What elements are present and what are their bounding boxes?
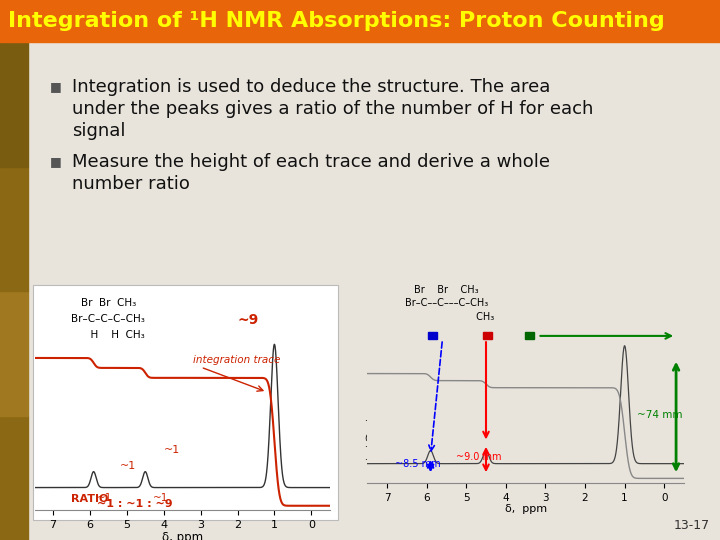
Text: ~1: ~1 (153, 493, 168, 503)
Text: signal: signal (72, 122, 125, 140)
Text: H    H  CH₃: H H CH₃ (71, 329, 145, 340)
Text: ~9: ~9 (238, 313, 258, 327)
Bar (483, 332, 492, 339)
Text: ~8.5 mm: ~8.5 mm (395, 459, 441, 469)
Text: 13-17: 13-17 (674, 519, 710, 532)
Text: Integration of ¹H NMR Absorptions: Proton Counting: Integration of ¹H NMR Absorptions: Proto… (8, 11, 665, 31)
Text: Br–C–C–C–CH₃: Br–C–C–C–CH₃ (71, 314, 145, 323)
Text: ~1: ~1 (97, 493, 112, 503)
Bar (0, 0, 720, 42)
Text: RATIO: RATIO (71, 494, 109, 504)
Text: The Peak Ratios are 8.5 : 9.0 : 74  (milli- in'll-meters): The Peak Ratios are 8.5 : 9.0 : 74 (mill… (365, 420, 604, 429)
Bar (525, 332, 534, 339)
Text: (divide all by 8.5): (divide all by 8.5) (365, 433, 444, 442)
Text: Br–C––C–––C–CH₃: Br–C––C–––C–CH₃ (405, 299, 488, 308)
Text: ~1 : ~1 : ~9: ~1 : ~1 : ~9 (97, 499, 173, 509)
Text: ■: ■ (50, 155, 62, 168)
Text: Br    Br    CH₃: Br Br CH₃ (414, 285, 479, 295)
Text: CH₃: CH₃ (398, 312, 495, 321)
Text: integration trace: integration trace (193, 355, 281, 365)
Text: number ratio: number ratio (72, 175, 190, 193)
Bar (0, 415, 28, 540)
Text: ~74 mm: ~74 mm (636, 409, 682, 420)
Text: Br  Br  CH₃: Br Br CH₃ (81, 298, 136, 308)
Bar (360, 210, 710, 520)
Text: under the peaks gives a ratio of the number of H for each: under the peaks gives a ratio of the num… (72, 100, 593, 118)
Bar (428, 332, 436, 339)
Text: The Peak Portions are 1.0 : 1.1 : 8.7: The Peak Portions are 1.0 : 1.1 : 8.7 (365, 446, 526, 455)
X-axis label: δ, ppm: δ, ppm (161, 531, 203, 540)
Text: ~1: ~1 (120, 461, 135, 471)
Text: The hydrogen ratios are most likely to be 1 : 1 : 9: The hydrogen ratios are most likely to b… (365, 459, 589, 468)
Text: Integration is used to deduce the structure. The area: Integration is used to deduce the struct… (72, 78, 550, 96)
Bar (0, 42, 28, 166)
Bar (33, 285, 338, 520)
Text: ■: ■ (50, 80, 62, 93)
Bar (0, 166, 28, 291)
Text: ~1: ~1 (163, 446, 180, 455)
Text: ~9.0 mm: ~9.0 mm (456, 453, 502, 462)
X-axis label: δ,  ppm: δ, ppm (505, 504, 546, 515)
Text: Measure the height of each trace and derive a whole: Measure the height of each trace and der… (72, 153, 550, 171)
Bar (0, 291, 28, 415)
